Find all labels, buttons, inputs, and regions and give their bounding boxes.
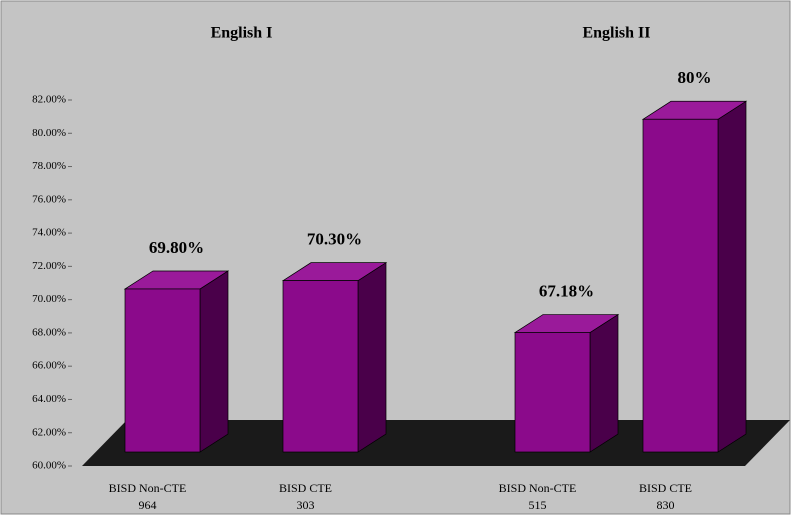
y-tick-label: 78.00%: [32, 160, 66, 172]
y-tick-label: 72.00%: [32, 260, 66, 272]
bar-side: [357, 262, 387, 453]
x-tick-count: 303: [297, 498, 315, 512]
group-title: English I: [211, 25, 273, 42]
y-tick-label: 62.00%: [32, 426, 66, 438]
value-label: 69.80%: [149, 238, 204, 257]
y-tick-label: 64.00%: [32, 393, 66, 405]
bar-side: [589, 313, 619, 453]
y-tick-label: 80.00%: [32, 127, 66, 139]
group-title: English II: [582, 25, 650, 42]
bar-side: [199, 270, 229, 453]
y-tick-label: 70.00%: [32, 293, 66, 305]
value-label: 70.30%: [307, 230, 362, 249]
y-tick-label: 74.00%: [32, 227, 66, 239]
bar: [282, 280, 359, 453]
x-tick-count: 830: [657, 498, 675, 512]
value-label: 67.18%: [539, 281, 594, 300]
y-tick-label: 66.00%: [32, 360, 66, 372]
y-tick-label: 68.00%: [32, 326, 66, 338]
value-label: 80%: [678, 68, 712, 87]
bar: [642, 118, 719, 453]
x-tick-label: BISD Non-CTE: [109, 481, 187, 495]
x-tick-count: 964: [139, 498, 157, 512]
bar: [124, 288, 201, 453]
x-tick-label: BISD Non-CTE: [499, 481, 577, 495]
y-tick-label: 60.00%: [32, 460, 66, 472]
bar: [514, 332, 591, 453]
x-tick-count: 515: [529, 498, 547, 512]
x-tick-label: BISD CTE: [279, 481, 332, 495]
y-tick-label: 76.00%: [32, 193, 66, 205]
bar-side: [717, 100, 747, 453]
x-tick-label: BISD CTE: [639, 481, 692, 495]
y-tick-label: 82.00%: [32, 94, 66, 106]
